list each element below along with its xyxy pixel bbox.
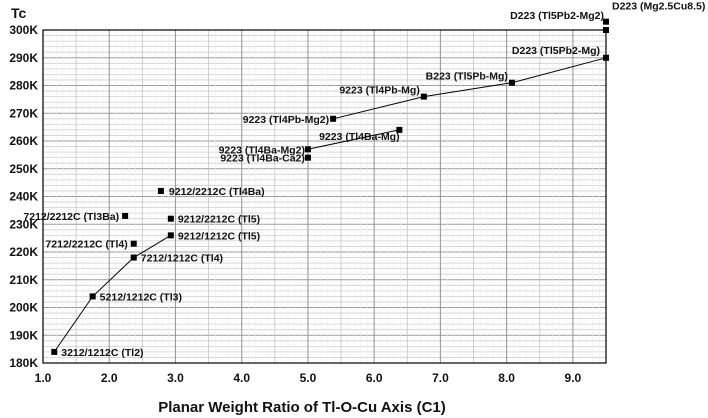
y-tick-label: 210K xyxy=(9,273,38,287)
x-tick-label: 5.0 xyxy=(300,371,317,385)
data-point-label: 7212/1212C (Tl4) xyxy=(141,253,223,265)
x-tick-label: 9.0 xyxy=(565,371,582,385)
data-point-label: 9212/2212C (Tl5) xyxy=(178,214,260,226)
series-line xyxy=(307,129,400,150)
data-point-marker xyxy=(157,187,164,194)
series-line xyxy=(332,57,607,120)
x-tick-label: 7.0 xyxy=(432,371,449,385)
x-tick-label: 3.0 xyxy=(167,371,184,385)
data-point-marker xyxy=(603,27,609,33)
data-point-label: D223 (Tl5Pb2-Mg) xyxy=(512,45,600,57)
y-axis-title: Tc xyxy=(11,5,27,21)
y-tick-label: 300K xyxy=(9,23,38,37)
data-point-marker xyxy=(396,126,403,133)
data-point-marker xyxy=(167,215,174,222)
data-point-marker xyxy=(304,146,311,153)
data-point-label: 9223 (Tl4Ba-Mg) xyxy=(319,131,400,143)
data-point-label: 7212/2212C (Tl3Ba) xyxy=(23,211,119,223)
data-point-marker xyxy=(304,154,311,161)
x-tick-label: 4.0 xyxy=(233,371,250,385)
data-point-label: 9223 (Tl4Pb-Mg2) xyxy=(243,114,329,126)
y-tick-label: 240K xyxy=(9,190,38,204)
data-point-label: 5212/1212C (Tl3) xyxy=(100,291,182,303)
series-lines xyxy=(53,57,607,353)
data-point-label: 9223 (Tl4Ba-Mg2) xyxy=(219,144,305,156)
data-point-marker xyxy=(330,115,337,122)
data-point-marker xyxy=(603,54,609,61)
y-tick-label: 280K xyxy=(9,79,38,93)
x-axis-title: Planar Weight Ratio of Tl-O-Cu Axis (C1) xyxy=(158,399,446,416)
data-point-marker xyxy=(420,93,427,100)
data-point-label: 9223 (Tl4Ba-Ca2) xyxy=(220,153,305,165)
data-point-marker xyxy=(508,79,515,86)
y-tick-label: 290K xyxy=(9,51,38,65)
data-point-label: 9223 (Tl4Pb-Mg) xyxy=(339,85,420,97)
data-point-label: 9212/1212C (Tl5) xyxy=(178,230,260,242)
data-point-label: 9212/2212C (Tl4Ba) xyxy=(169,186,265,198)
x-tick-labels: 1.0 2.0 3.0 4.0 5.0 6.0 7.0 8.0 9.0 xyxy=(35,371,582,385)
y-tick-label: 200K xyxy=(9,301,38,315)
data-point-label: D223 (Mg2.5Cu8.5) xyxy=(612,1,705,13)
data-point-marker xyxy=(130,254,137,261)
point-labels: 3212/1212C (Tl2) 5212/1212C (Tl3) 7212/121… xyxy=(23,1,705,359)
y-tick-label: 180K xyxy=(9,356,38,370)
y-tick-labels: 180K 190K 200K 210K 220K 230K 240K 250K 260K 270K… xyxy=(9,23,38,370)
y-tick-label: 190K xyxy=(9,328,38,342)
data-point-marker xyxy=(122,212,129,219)
y-tick-label: 220K xyxy=(9,245,38,259)
y-tick-label: 230K xyxy=(9,217,38,231)
x-tick-label: 2.0 xyxy=(101,371,118,385)
x-tick-label: 6.0 xyxy=(366,371,383,385)
data-points xyxy=(51,18,609,355)
data-point-marker xyxy=(130,240,137,247)
y-tick-label: 270K xyxy=(9,106,38,120)
data-point-marker xyxy=(603,18,609,25)
data-point-label: D223 (Tl5Pb2-Mg2) xyxy=(510,10,604,22)
data-point-label: 3212/1212C (Tl2) xyxy=(61,347,143,359)
x-tick-label: 1.0 xyxy=(35,371,52,385)
data-point-label: B223 (Tl5Pb-Mg) xyxy=(426,71,508,83)
data-point-marker xyxy=(89,293,96,300)
data-point-label: 7212/2212C (Tl4) xyxy=(45,239,127,251)
y-tick-label: 250K xyxy=(9,162,38,176)
series-line xyxy=(53,234,172,353)
y-tick-label: 260K xyxy=(9,134,38,148)
x-tick-label: 8.0 xyxy=(498,371,515,385)
plot-frame xyxy=(42,29,607,364)
data-point-marker xyxy=(167,232,174,239)
data-point-marker xyxy=(51,348,58,355)
